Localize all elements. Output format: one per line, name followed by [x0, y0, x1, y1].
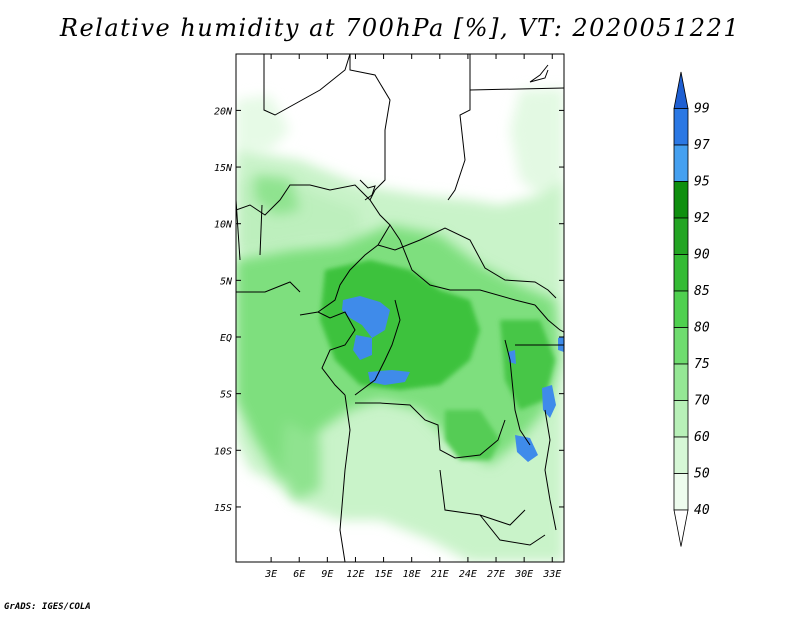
colorbar-label: 90	[694, 248, 710, 263]
border-benin	[236, 199, 241, 261]
longitude-axis: 3E 6E 9E 12E 15E 18E 21E 24E 27E 30E 33E	[264, 54, 561, 580]
border-niger-chad	[349, 54, 391, 201]
border-algeria-niger	[263, 54, 351, 116]
lon-tick-label: 21E	[431, 569, 449, 580]
border-drc-east	[504, 339, 531, 446]
dark-humidity-great-lakes	[500, 320, 555, 410]
border-malawi	[544, 409, 557, 531]
colorbar-swatch	[673, 254, 689, 292]
lon-tick-label: 18E	[403, 569, 421, 580]
lat-tick-label: 15N	[214, 163, 233, 174]
colorbar-swatch	[673, 290, 689, 328]
mid-humidity-angola-coast	[280, 420, 320, 500]
colorbar-label: 80	[694, 321, 710, 336]
saturated-patch-southeast	[515, 435, 538, 462]
colorbar-swatch	[673, 473, 689, 511]
border-zambia-south	[479, 514, 546, 546]
border-angola-west	[339, 394, 351, 562]
latitude-axis: 20N 15N 10N 5N EQ 5S 10S 15S	[214, 106, 564, 514]
lon-tick-label: 30E	[514, 569, 533, 580]
saturated-patch-east	[542, 385, 556, 418]
border-angola-drc	[355, 402, 506, 459]
light-humidity-northwest	[236, 95, 290, 150]
colorbar-label: 85	[694, 284, 710, 299]
border-car-sudan	[377, 227, 557, 299]
grads-credit: GrADS: IGES/COLA	[4, 602, 91, 612]
colorbar-label: 95	[694, 175, 710, 190]
colorbar-swatch	[673, 217, 689, 255]
colorbar-swatch	[673, 71, 689, 109]
colorbar-label: 97	[694, 138, 710, 153]
saturated-patch-edge	[558, 336, 564, 352]
colorbar-label: 50	[694, 467, 710, 482]
border-chad-sudan	[447, 54, 471, 201]
lat-tick-label: 15S	[214, 503, 232, 514]
colorbar-label: 99	[694, 102, 710, 117]
colorbar-label: 70	[694, 394, 710, 409]
colorbar-swatch-below	[673, 509, 689, 547]
border-car-drc	[389, 224, 536, 306]
lat-tick-label: 10N	[214, 220, 233, 231]
lat-tick-label: EQ	[220, 333, 232, 344]
border-nigeria-niger	[236, 184, 391, 246]
colorbar-label: 75	[694, 357, 710, 372]
lon-tick-label: 15E	[375, 569, 393, 580]
colorbar-label: 92	[694, 211, 710, 226]
lat-tick-label: 10S	[214, 446, 232, 457]
colorbar-swatch	[673, 181, 689, 219]
colorbar-swatch	[673, 144, 689, 182]
mid-humidity-cameroon-north	[255, 175, 300, 215]
humidity-field	[236, 54, 564, 562]
colorbar-swatch	[673, 327, 689, 365]
border-gabon	[317, 311, 356, 396]
country-borders	[236, 54, 564, 562]
dark-humidity-katanga	[445, 410, 500, 460]
lon-tick-label: 27E	[487, 569, 505, 580]
lon-tick-label: 12E	[346, 569, 364, 580]
saturated-patch-gabon	[353, 335, 372, 360]
sinai-coast	[529, 64, 549, 83]
saturated-patch-central	[342, 296, 390, 338]
lat-tick-label: 20N	[214, 106, 233, 117]
border-egypt-sudan	[469, 87, 564, 91]
lake-chad	[359, 179, 376, 201]
lon-tick-label: 24E	[459, 569, 477, 580]
map-frame	[235, 53, 565, 563]
colorbar-label: 40	[694, 503, 710, 518]
coastline-gulf-of-guinea	[236, 281, 301, 293]
colorbar-swatch	[673, 363, 689, 401]
colorbar-label: 60	[694, 430, 710, 445]
lat-tick-label: 5S	[220, 390, 232, 401]
border-uganda	[534, 304, 564, 333]
colorbar-swatch	[673, 400, 689, 438]
lon-tick-label: 3E	[264, 569, 277, 580]
lon-tick-label: 9E	[321, 569, 333, 580]
lon-tick-label: 6E	[293, 569, 305, 580]
colorbar: 99 97 95 92 90 85 80 75 70 60 50 40	[673, 71, 710, 547]
map-title: Relative humidity at 700hPa [%], VT: 202…	[59, 14, 741, 42]
colorbar-swatch	[673, 108, 689, 146]
humidity-saturated-areas	[342, 296, 564, 462]
light-humidity-northeast	[510, 88, 564, 195]
lon-tick-label: 33E	[542, 569, 561, 580]
map-border	[235, 53, 565, 563]
border-nigeria-west	[259, 204, 263, 256]
border-congo-drc	[354, 299, 401, 396]
colorbar-swatch	[673, 436, 689, 474]
lat-tick-label: 5N	[220, 276, 233, 287]
